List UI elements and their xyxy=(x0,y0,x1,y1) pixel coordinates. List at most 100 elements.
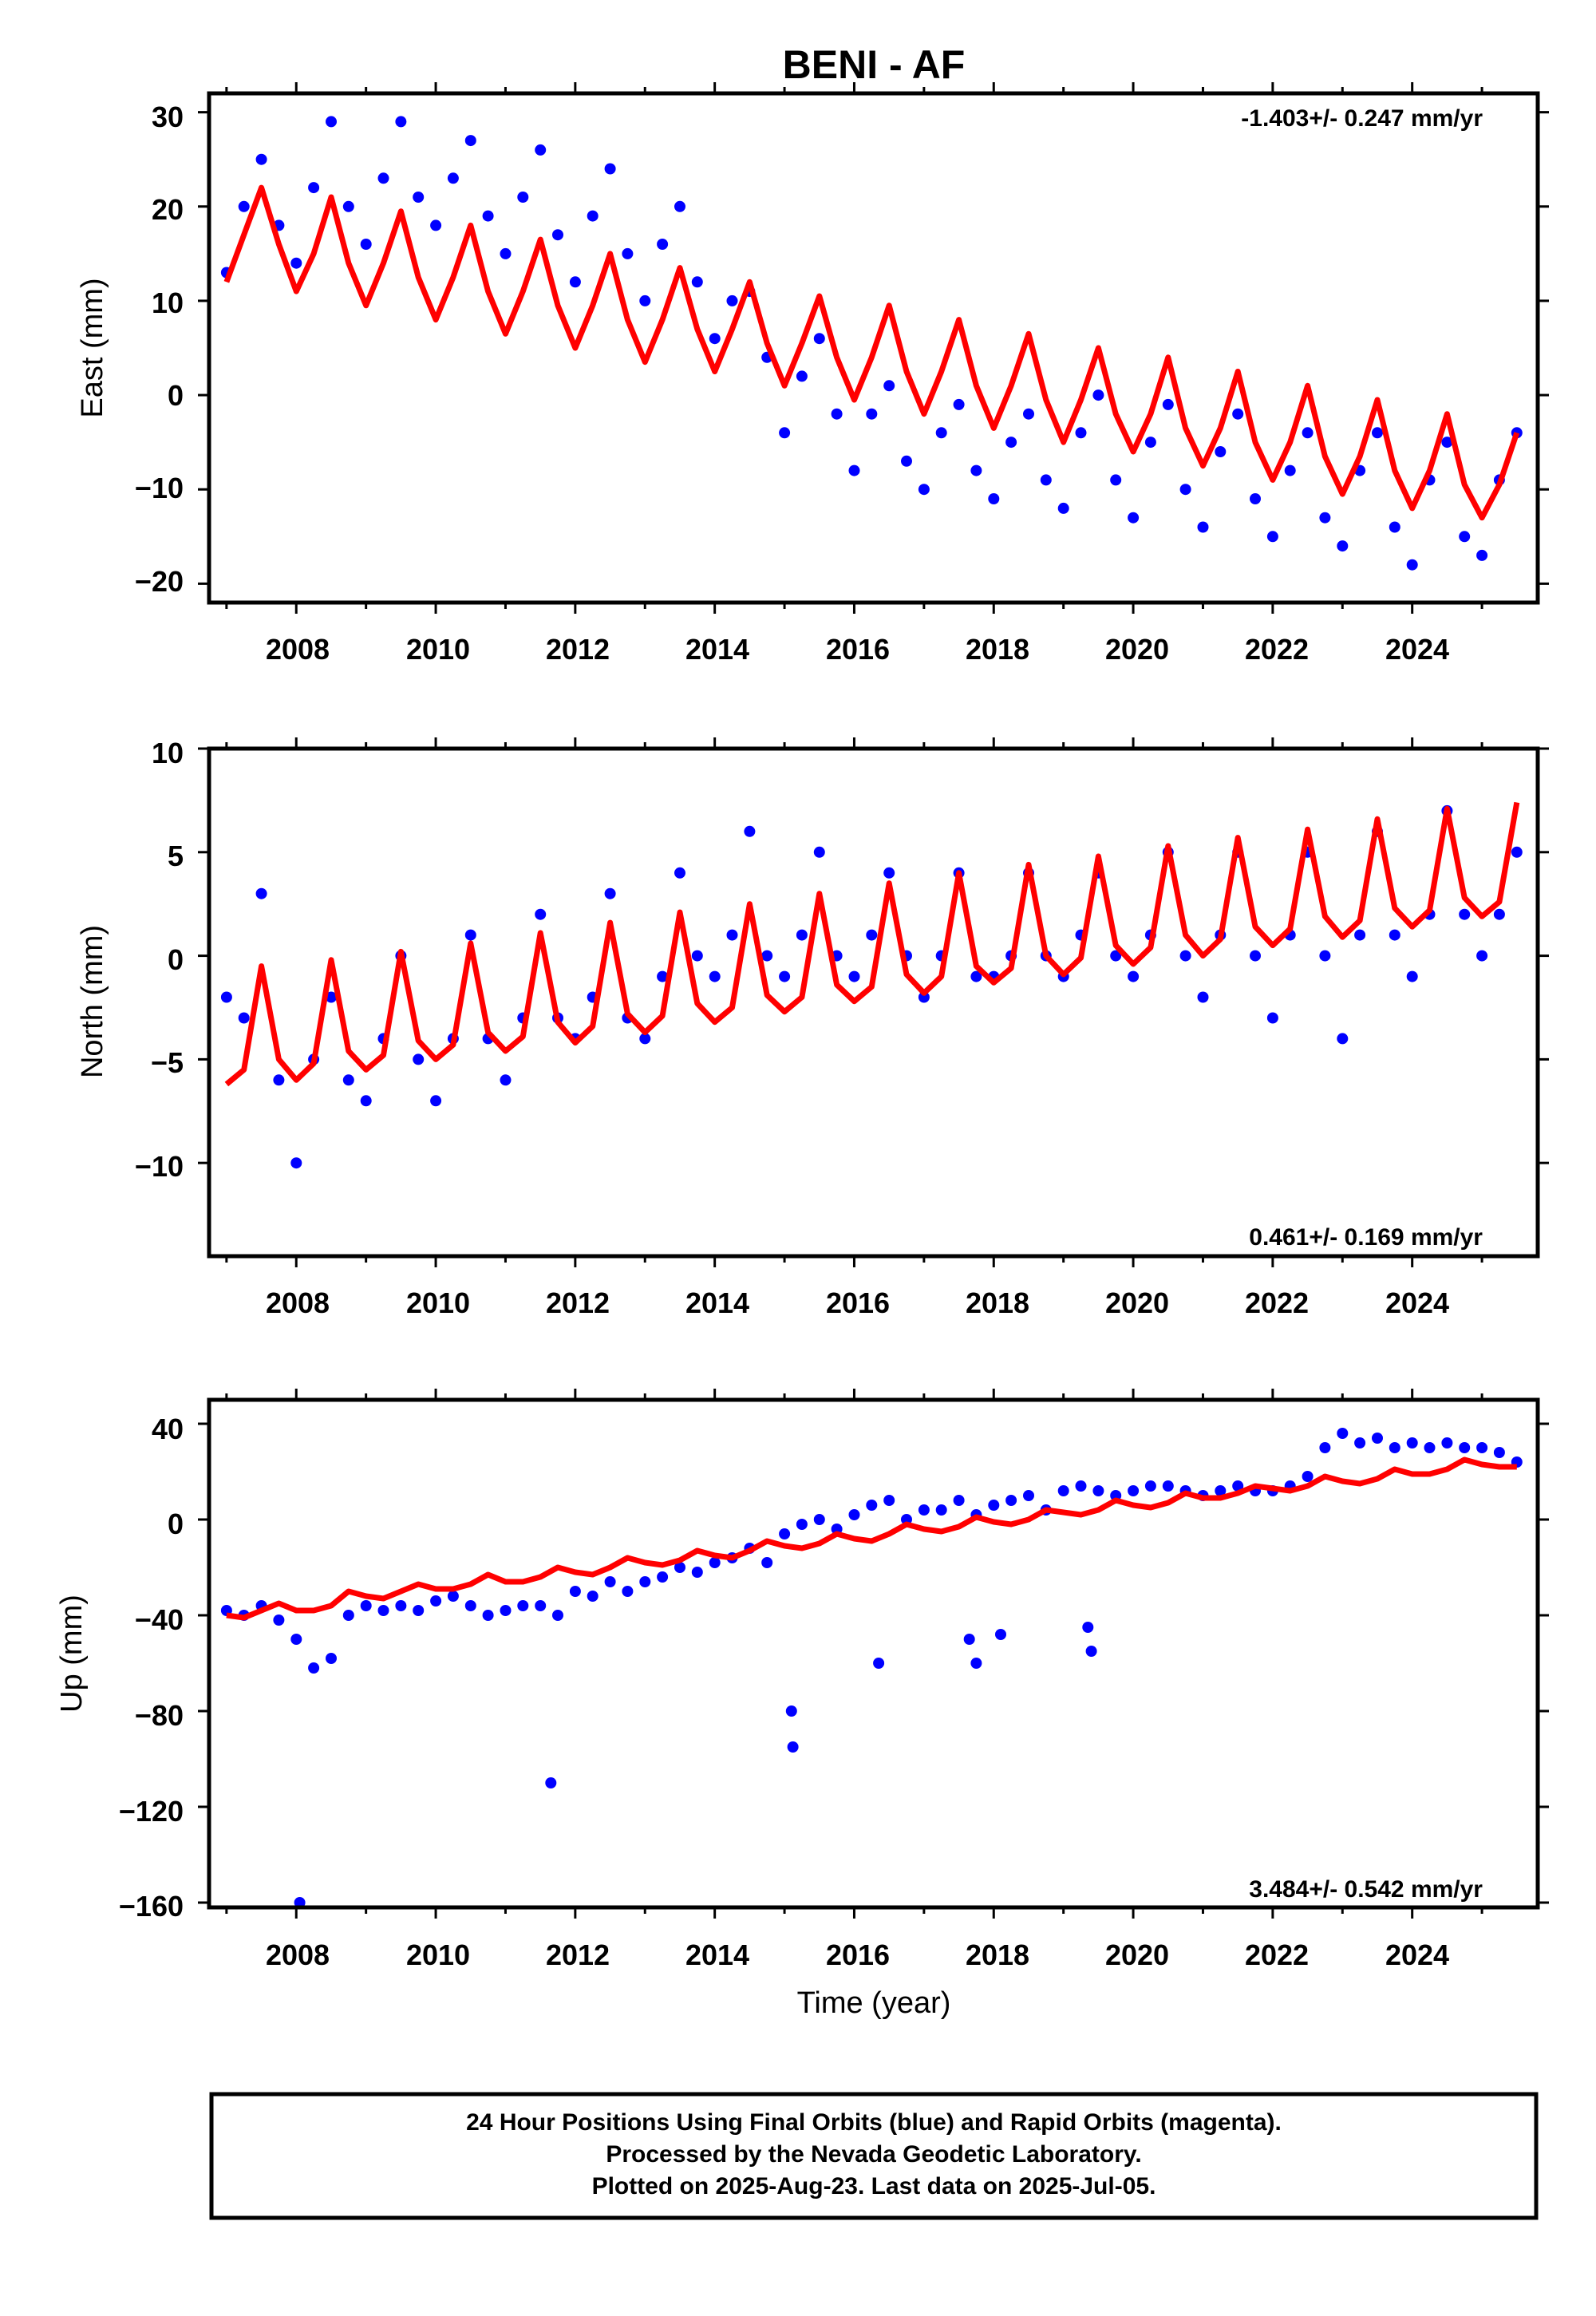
north-data-point xyxy=(1110,950,1122,962)
north-ytick-0: 0 xyxy=(168,943,184,976)
up-data-point xyxy=(1476,1442,1488,1453)
up-data-point xyxy=(1389,1442,1400,1453)
east-xtick-2010: 2010 xyxy=(406,633,470,666)
up-data-point xyxy=(639,1576,651,1587)
up-data-point xyxy=(785,1705,797,1717)
up-data-point xyxy=(1023,1490,1034,1501)
east-data-point xyxy=(1197,521,1209,533)
east-data-point xyxy=(1179,484,1191,496)
north-data-point xyxy=(430,1095,442,1107)
north-data-point xyxy=(1128,970,1140,982)
up-data-point xyxy=(1319,1442,1331,1453)
up-data-point xyxy=(1005,1495,1017,1506)
east-ytick-30: 30 xyxy=(152,101,184,133)
up-ylabel: Up (mm) xyxy=(55,1595,89,1713)
caption-line-1: 24 Hour Positions Using Final Orbits (bl… xyxy=(466,2109,1282,2136)
east-data-point xyxy=(1372,427,1383,439)
east-model-group xyxy=(223,184,1520,521)
north-data-point xyxy=(639,1033,651,1045)
up-data-point xyxy=(848,1509,860,1520)
north-ytick-m10: −10 xyxy=(135,1150,184,1183)
up-model-fit-line xyxy=(226,1456,1517,1621)
up-data-point xyxy=(1215,1485,1227,1496)
east-data-point xyxy=(813,333,825,345)
up-xtick-2010: 2010 xyxy=(406,1939,470,1971)
east-data-point xyxy=(1337,540,1349,552)
north-data-point xyxy=(726,929,738,941)
east-data-point xyxy=(935,427,947,439)
up-data-point xyxy=(1493,1447,1505,1458)
east-data-point xyxy=(1284,464,1296,476)
north-data-point xyxy=(761,950,773,962)
east-data-point xyxy=(413,192,425,203)
up-xtick-2012: 2012 xyxy=(546,1939,610,1971)
east-data-point xyxy=(604,163,616,175)
east-ytick-0: 0 xyxy=(168,379,184,412)
east-data-point xyxy=(1476,549,1488,561)
east-data-point xyxy=(360,239,372,250)
up-xtick-2020: 2020 xyxy=(1105,1939,1169,1971)
north-data-point xyxy=(326,991,337,1003)
up-data-point xyxy=(1337,1428,1349,1439)
east-data-point xyxy=(657,239,669,250)
north-ytick-m5: −5 xyxy=(151,1046,184,1079)
east-ylabel: East (mm) xyxy=(76,278,109,417)
up-ytick-m80: −80 xyxy=(135,1699,184,1732)
up-data-point xyxy=(761,1557,773,1568)
east-data-point xyxy=(290,257,302,269)
up-data-point xyxy=(569,1586,581,1597)
east-data-point xyxy=(1441,437,1453,449)
chart-title: BENI - AF xyxy=(783,42,966,87)
up-data-point xyxy=(326,1653,337,1664)
north-data-point xyxy=(342,1074,354,1086)
east-data-point xyxy=(395,116,407,128)
north-data-point xyxy=(796,929,808,941)
north-data-point xyxy=(1389,929,1400,941)
up-data-point xyxy=(1075,1480,1087,1492)
east-data-point xyxy=(1040,474,1052,486)
north-data-point xyxy=(1250,950,1261,962)
east-data-point xyxy=(1075,427,1087,439)
north-data-point xyxy=(500,1074,512,1086)
east-data-point xyxy=(535,144,547,156)
up-data-point xyxy=(1085,1646,1097,1657)
up-xtick-2018: 2018 xyxy=(966,1939,1029,1971)
north-xtick-2016: 2016 xyxy=(826,1286,890,1319)
east-data-point xyxy=(866,408,878,420)
north-data-point xyxy=(657,970,669,982)
up-data-point xyxy=(796,1519,808,1530)
east-data-point xyxy=(1162,398,1174,410)
east-data-point xyxy=(1459,531,1471,543)
north-data-point xyxy=(970,970,982,982)
north-xtick-2014: 2014 xyxy=(685,1286,749,1319)
up-data-point xyxy=(273,1614,285,1626)
up-xtick-2008: 2008 xyxy=(266,1939,330,1971)
east-data-point xyxy=(988,493,1000,504)
east-data-point xyxy=(796,370,808,382)
north-data-point xyxy=(535,908,547,920)
east-data-point xyxy=(674,200,685,212)
east-data-point xyxy=(779,427,791,439)
up-data-point xyxy=(1144,1480,1156,1492)
north-data-point xyxy=(1476,950,1488,962)
up-data-point xyxy=(500,1605,512,1616)
east-data-point xyxy=(1302,427,1314,439)
east-data-point xyxy=(342,200,354,212)
east-data-point xyxy=(1215,446,1227,457)
up-data-point xyxy=(988,1500,1000,1511)
north-data-point xyxy=(604,887,616,899)
east-data-point xyxy=(1266,531,1278,543)
east-plot-frame xyxy=(207,91,1540,605)
east-data-point xyxy=(831,408,843,420)
north-model-fit-line xyxy=(224,801,1520,1087)
north-xtick-2018: 2018 xyxy=(966,1286,1029,1319)
up-data-point xyxy=(430,1595,442,1607)
north-data-point xyxy=(918,991,930,1003)
north-data-point xyxy=(691,950,703,962)
up-data-point xyxy=(813,1514,825,1525)
east-data-point xyxy=(953,398,965,410)
east-data-point xyxy=(1128,512,1140,524)
east-data-point xyxy=(901,455,912,467)
north-data-point xyxy=(464,929,476,941)
